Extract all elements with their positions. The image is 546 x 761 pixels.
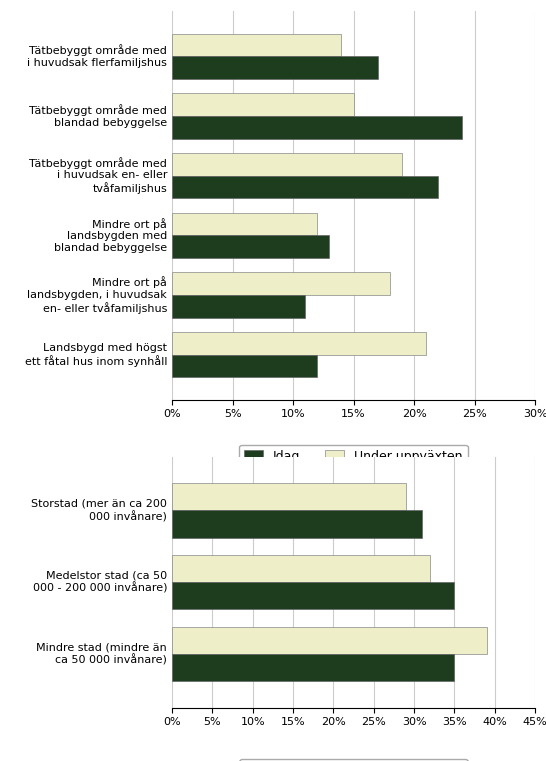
Bar xyxy=(172,654,454,681)
Bar xyxy=(172,212,317,235)
Bar xyxy=(172,56,378,79)
Bar xyxy=(172,626,486,654)
Bar xyxy=(172,582,454,610)
Legend: Idag, Under uppväxten: Idag, Under uppväxten xyxy=(239,759,468,761)
Bar xyxy=(172,555,430,582)
Legend: Idag, Under uppväxten: Idag, Under uppväxten xyxy=(239,444,468,467)
Bar xyxy=(172,153,402,176)
Bar xyxy=(172,332,426,355)
Bar xyxy=(172,272,390,295)
Bar xyxy=(172,33,341,56)
Bar xyxy=(172,116,462,139)
Bar xyxy=(172,176,438,199)
Bar xyxy=(172,483,406,511)
Bar xyxy=(172,355,317,377)
Bar xyxy=(172,93,354,116)
Bar xyxy=(172,235,329,258)
Bar xyxy=(172,295,305,318)
Bar xyxy=(172,511,422,538)
